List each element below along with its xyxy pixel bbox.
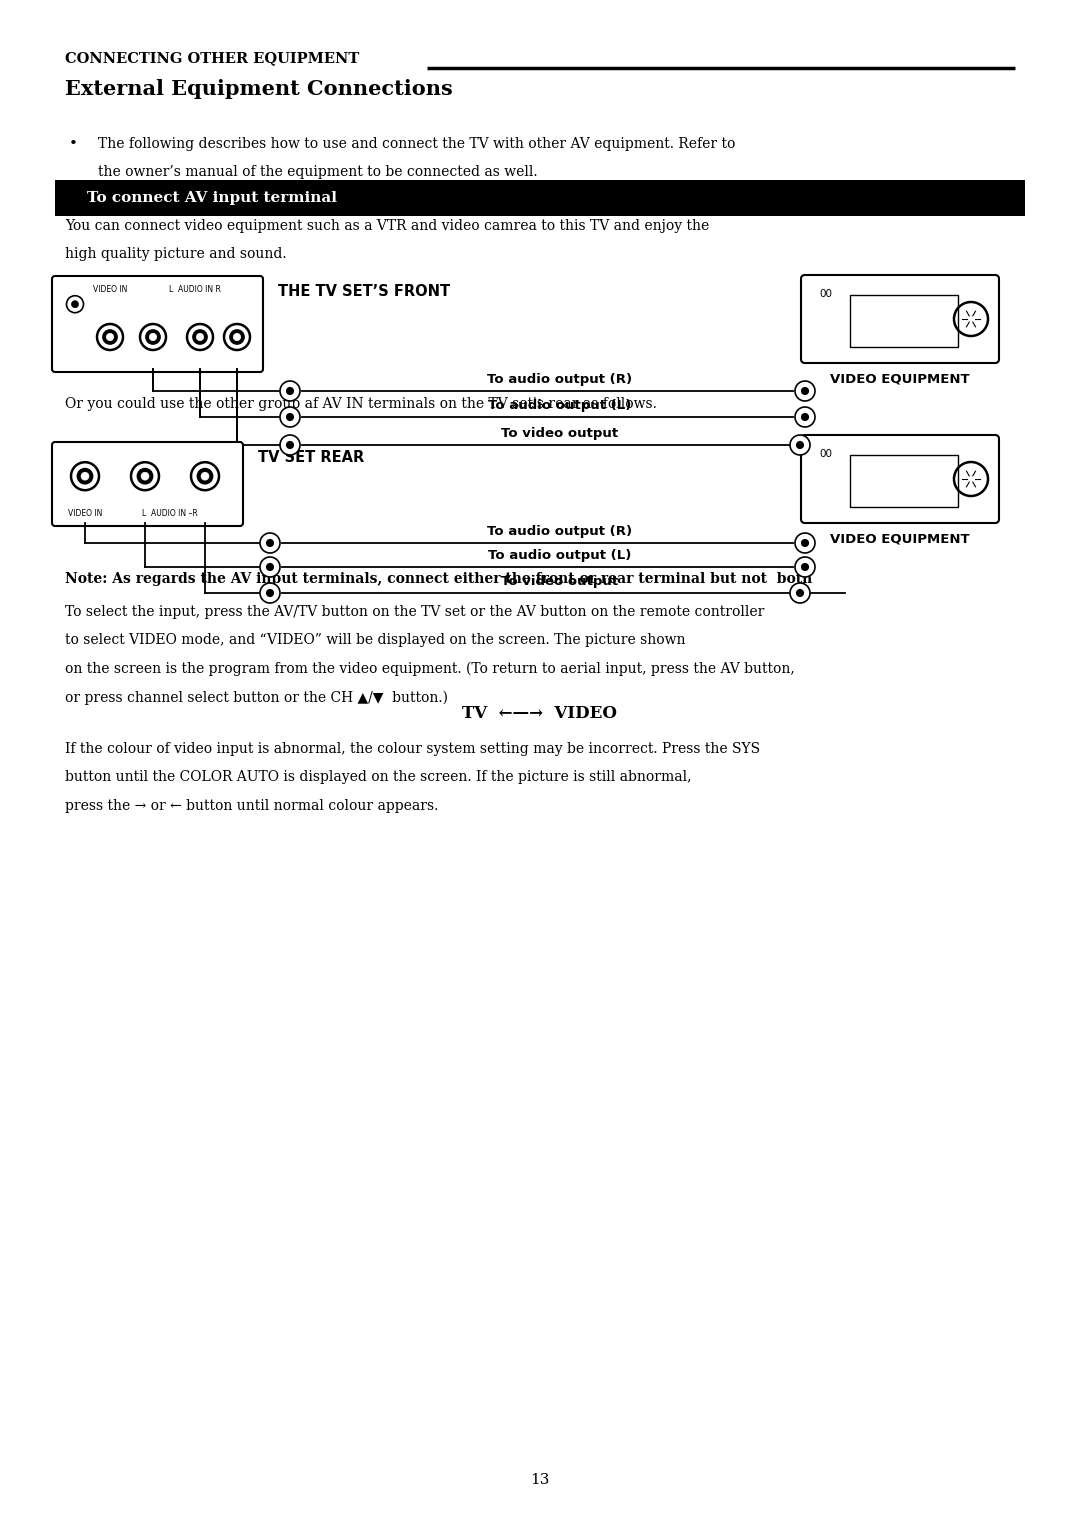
Text: 00: 00 bbox=[819, 289, 832, 299]
Circle shape bbox=[198, 469, 213, 484]
Text: or press channel select button or the CH ▲/▼  button.): or press channel select button or the CH… bbox=[65, 690, 448, 705]
Text: to select VIDEO mode, and “VIDEO” will be displayed on the screen. The picture s: to select VIDEO mode, and “VIDEO” will b… bbox=[65, 634, 686, 647]
Text: To audio output (R): To audio output (R) bbox=[487, 373, 633, 386]
Circle shape bbox=[267, 539, 273, 547]
Text: high quality picture and sound.: high quality picture and sound. bbox=[65, 247, 286, 261]
Circle shape bbox=[224, 324, 249, 350]
Text: To connect AV input terminal: To connect AV input terminal bbox=[87, 191, 337, 205]
Circle shape bbox=[260, 533, 280, 553]
Circle shape bbox=[141, 472, 149, 479]
Circle shape bbox=[797, 441, 804, 449]
Circle shape bbox=[801, 563, 809, 571]
Circle shape bbox=[131, 463, 159, 490]
FancyBboxPatch shape bbox=[52, 441, 243, 525]
Text: press the → or ← button until normal colour appears.: press the → or ← button until normal col… bbox=[65, 799, 438, 812]
Circle shape bbox=[267, 589, 273, 597]
Circle shape bbox=[97, 324, 123, 350]
Text: on the screen is the program from the video equipment. (To return to aerial inpu: on the screen is the program from the vi… bbox=[65, 663, 795, 676]
Circle shape bbox=[187, 324, 213, 350]
Text: You can connect video equipment such as a VTR and video camrea to this TV and en: You can connect video equipment such as … bbox=[65, 218, 710, 234]
Text: To select the input, press the AV/TV button on the TV set or the AV button on th: To select the input, press the AV/TV but… bbox=[65, 605, 765, 618]
Text: Or you could use the other group af AV IN terminals on the TV set's rear as foll: Or you could use the other group af AV I… bbox=[65, 397, 657, 411]
Text: THE TV SET’S FRONT: THE TV SET’S FRONT bbox=[278, 284, 450, 299]
Circle shape bbox=[801, 388, 809, 394]
Circle shape bbox=[149, 333, 157, 341]
Text: To audio output (L): To audio output (L) bbox=[488, 550, 632, 562]
Circle shape bbox=[260, 557, 280, 577]
Text: 00: 00 bbox=[819, 449, 832, 460]
Circle shape bbox=[230, 330, 244, 344]
Text: the owner’s manual of the equipment to be connected as well.: the owner’s manual of the equipment to b… bbox=[98, 165, 538, 179]
Text: L  AUDIO IN R: L AUDIO IN R bbox=[170, 286, 221, 295]
Circle shape bbox=[795, 557, 815, 577]
Text: VIDEO EQUIPMENT: VIDEO EQUIPMENT bbox=[831, 373, 970, 386]
Bar bbox=[55, 180, 1025, 215]
Text: External Equipment Connections: External Equipment Connections bbox=[65, 79, 453, 99]
Text: TV SET REAR: TV SET REAR bbox=[258, 450, 364, 466]
Text: VIDEO IN: VIDEO IN bbox=[93, 286, 127, 295]
Bar bbox=[850, 295, 958, 347]
Circle shape bbox=[286, 414, 294, 420]
FancyBboxPatch shape bbox=[801, 275, 999, 363]
Circle shape bbox=[795, 382, 815, 402]
Circle shape bbox=[801, 539, 809, 547]
FancyBboxPatch shape bbox=[801, 435, 999, 524]
Circle shape bbox=[267, 563, 273, 571]
Circle shape bbox=[789, 583, 810, 603]
Circle shape bbox=[78, 469, 93, 484]
Circle shape bbox=[286, 388, 294, 394]
Text: 13: 13 bbox=[530, 1474, 550, 1487]
Circle shape bbox=[280, 382, 300, 402]
Circle shape bbox=[81, 472, 89, 479]
Circle shape bbox=[197, 333, 204, 341]
Circle shape bbox=[789, 435, 810, 455]
Circle shape bbox=[280, 435, 300, 455]
Text: TV  ←—→  VIDEO: TV ←—→ VIDEO bbox=[462, 705, 618, 722]
Circle shape bbox=[191, 463, 219, 490]
Circle shape bbox=[233, 333, 241, 341]
FancyBboxPatch shape bbox=[52, 276, 264, 373]
Circle shape bbox=[71, 463, 99, 490]
Text: To audio output (R): To audio output (R) bbox=[487, 525, 633, 538]
Text: The following describes how to use and connect the TV with other AV equipment. R: The following describes how to use and c… bbox=[98, 137, 735, 151]
Circle shape bbox=[795, 533, 815, 553]
Circle shape bbox=[193, 330, 207, 344]
Text: To audio output (L): To audio output (L) bbox=[488, 399, 632, 412]
Text: To video output: To video output bbox=[501, 428, 619, 440]
Circle shape bbox=[286, 441, 294, 449]
Text: L  AUDIO IN –R: L AUDIO IN –R bbox=[143, 508, 198, 518]
Text: To video output: To video output bbox=[501, 576, 619, 588]
Circle shape bbox=[140, 324, 166, 350]
Bar bbox=[850, 455, 958, 507]
Circle shape bbox=[795, 408, 815, 428]
Circle shape bbox=[797, 589, 804, 597]
Text: VIDEO IN: VIDEO IN bbox=[68, 508, 103, 518]
Circle shape bbox=[146, 330, 160, 344]
Circle shape bbox=[280, 408, 300, 428]
Circle shape bbox=[137, 469, 152, 484]
Circle shape bbox=[260, 583, 280, 603]
Text: VIDEO EQUIPMENT: VIDEO EQUIPMENT bbox=[831, 533, 970, 547]
Text: If the colour of video input is abnormal, the colour system setting may be incor: If the colour of video input is abnormal… bbox=[65, 742, 760, 756]
Text: •: • bbox=[69, 137, 78, 151]
Circle shape bbox=[71, 301, 79, 308]
Circle shape bbox=[106, 333, 113, 341]
Text: CONNECTING OTHER EQUIPMENT: CONNECTING OTHER EQUIPMENT bbox=[65, 50, 360, 66]
Circle shape bbox=[103, 330, 117, 344]
Circle shape bbox=[201, 472, 208, 479]
Circle shape bbox=[801, 414, 809, 420]
Text: Note: As regards the AV input terminals, connect either the front or rear termin: Note: As regards the AV input terminals,… bbox=[65, 573, 812, 586]
Text: button until the COLOR AUTO is displayed on the screen. If the picture is still : button until the COLOR AUTO is displayed… bbox=[65, 771, 691, 785]
